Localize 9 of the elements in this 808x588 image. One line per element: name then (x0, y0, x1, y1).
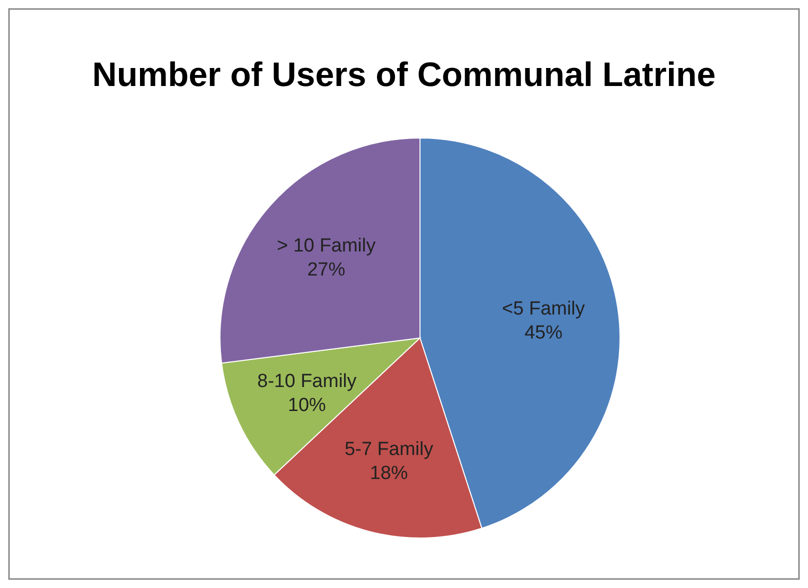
slice-label: 8-10 Family (257, 371, 358, 392)
data-label: 18% (370, 463, 408, 484)
data-label: 10% (288, 395, 326, 416)
data-label: 27% (307, 259, 346, 280)
chart-title: Number of Users of Communal Latrine (92, 56, 716, 94)
data-label: 45% (524, 322, 563, 344)
slice-label: <5 Family (502, 298, 586, 320)
slice-label: 5-7 Family (344, 439, 434, 460)
slice-label: > 10 Family (276, 235, 376, 256)
